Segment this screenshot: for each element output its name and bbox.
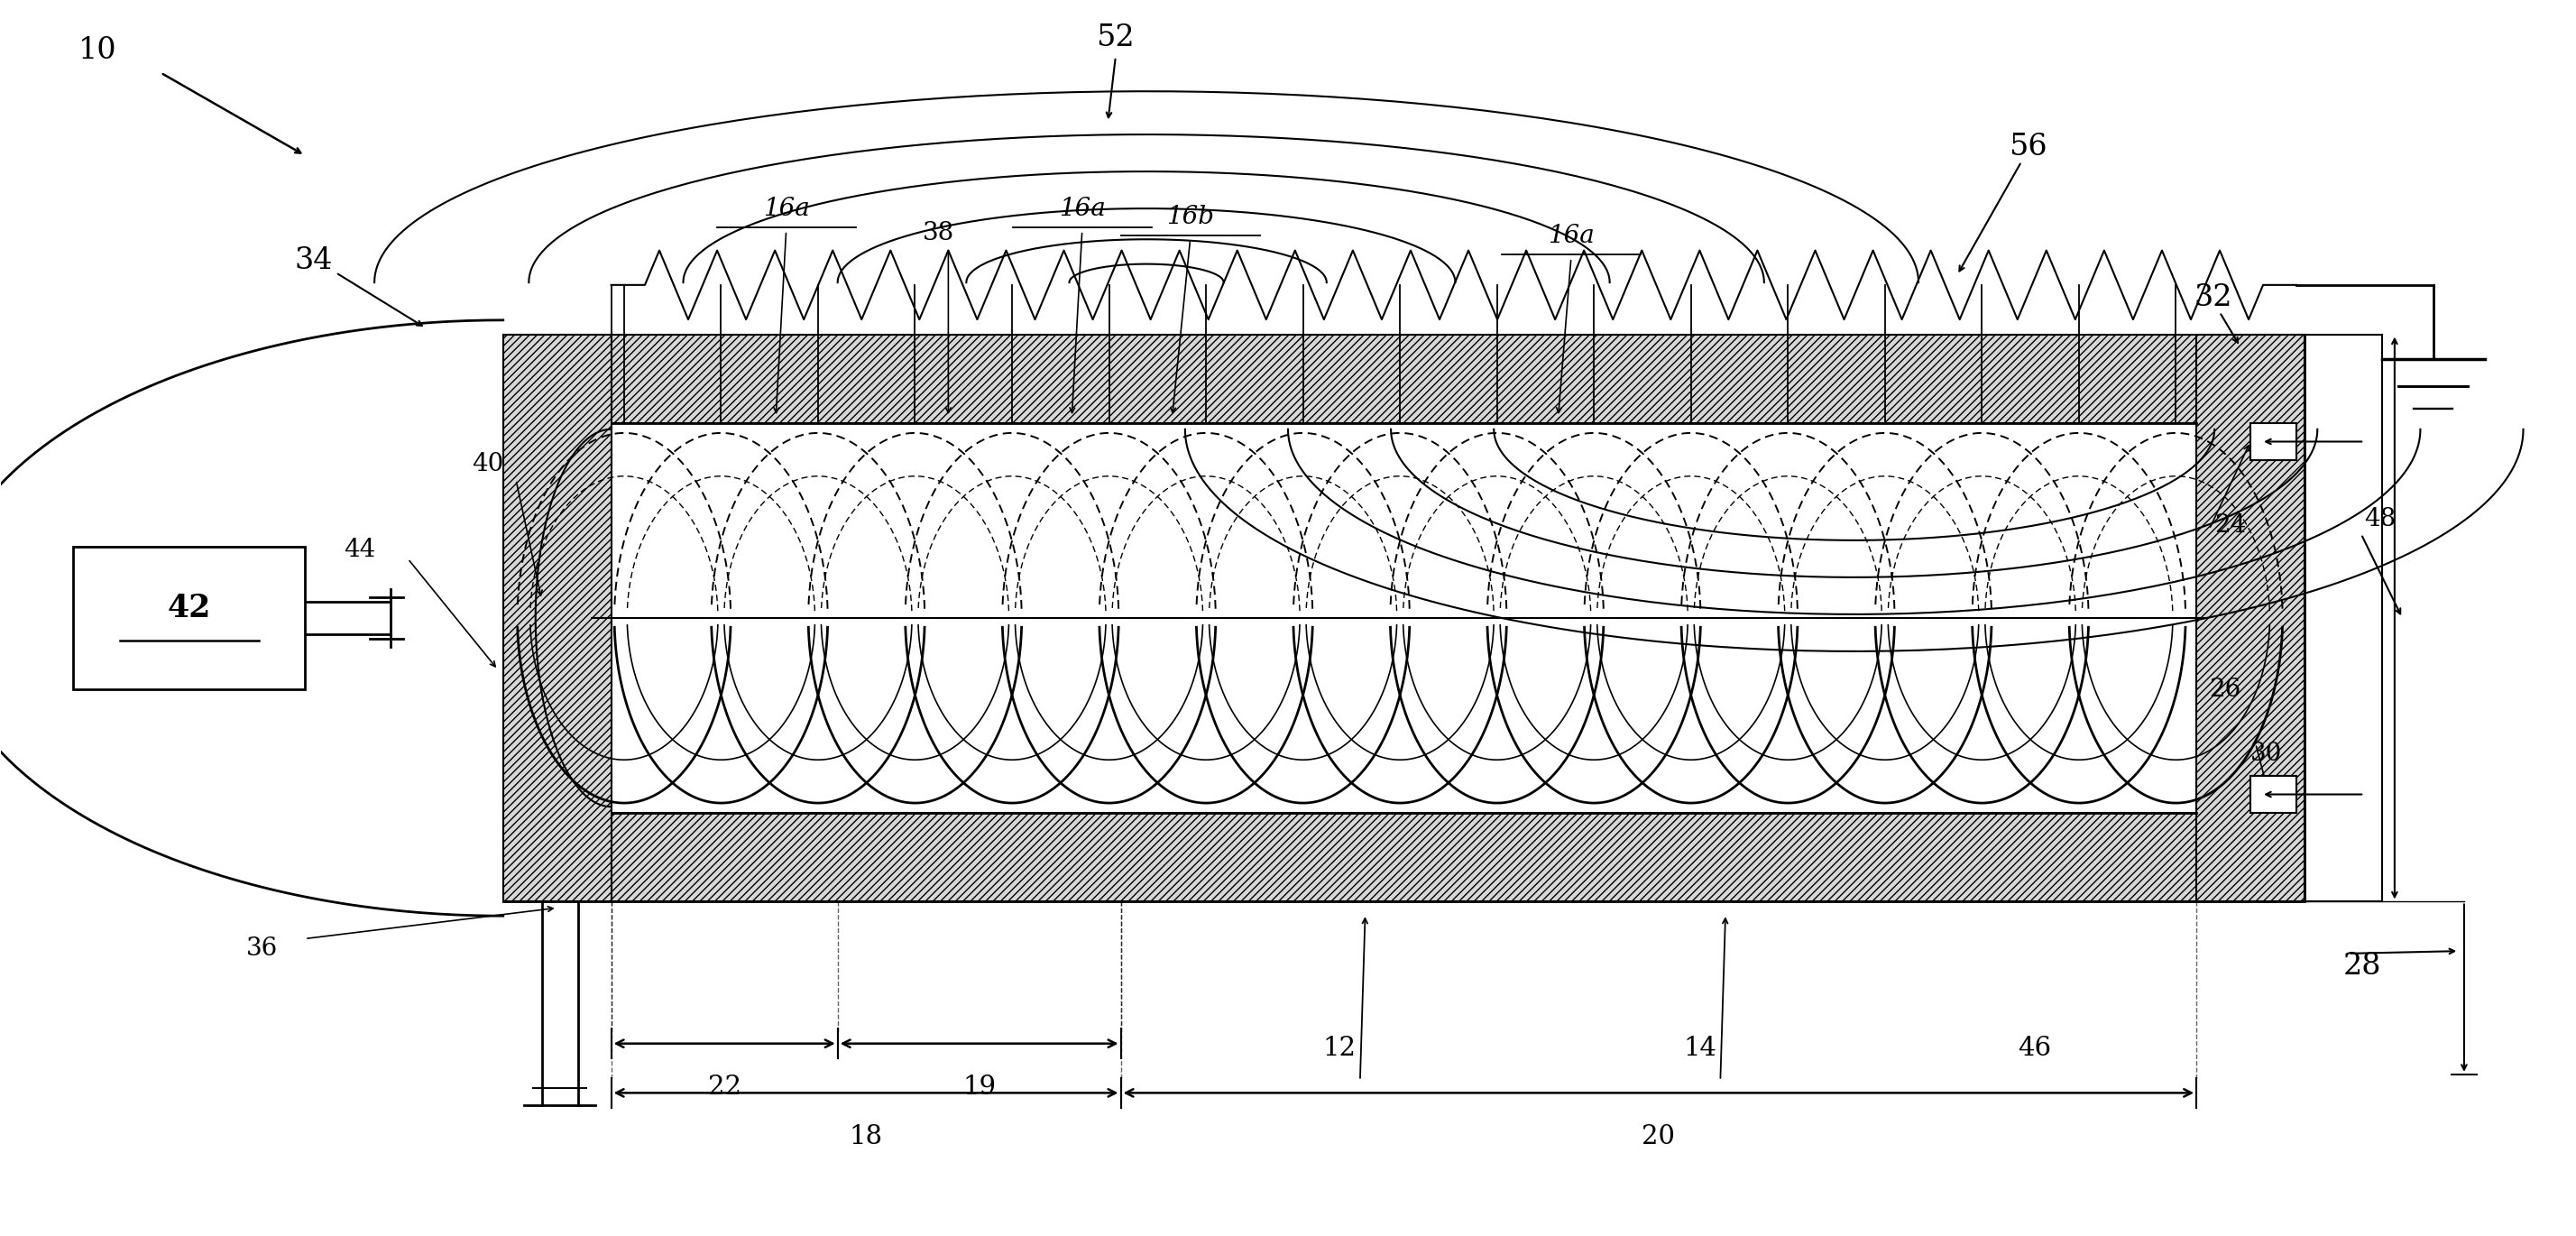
Text: 42: 42 [167, 593, 211, 623]
Bar [72, 548, 304, 688]
Bar [502, 813, 2306, 902]
Text: 24: 24 [2215, 513, 2246, 538]
Text: 16a: 16a [762, 197, 809, 221]
Text: 32: 32 [2195, 283, 2233, 311]
Bar [502, 334, 2306, 423]
Bar [502, 334, 611, 902]
Text: 12: 12 [1324, 1036, 1355, 1062]
Bar [502, 334, 2306, 902]
Text: 56: 56 [2009, 132, 2048, 161]
Bar [2197, 334, 2306, 902]
Text: 40: 40 [471, 451, 505, 476]
Text: 14: 14 [1682, 1036, 1716, 1062]
Text: 28: 28 [2344, 952, 2380, 980]
Text: 20: 20 [1641, 1124, 1674, 1149]
Bar [2251, 423, 2298, 460]
Text: 52: 52 [1097, 23, 1136, 53]
Text: 48: 48 [2365, 507, 2396, 531]
Text: 46: 46 [2017, 1036, 2050, 1062]
Text: 16b: 16b [1167, 205, 1213, 230]
Text: 18: 18 [850, 1124, 884, 1149]
Text: 30: 30 [2251, 742, 2282, 766]
Text: 19: 19 [963, 1074, 997, 1100]
Text: 38: 38 [922, 221, 953, 245]
Bar [2251, 776, 2298, 813]
Text: 26: 26 [2210, 677, 2241, 702]
Text: 10: 10 [77, 36, 116, 66]
Text: 34: 34 [294, 246, 332, 274]
Text: 36: 36 [245, 937, 278, 960]
Text: 44: 44 [343, 538, 376, 562]
Text: 16a: 16a [1548, 224, 1595, 248]
Text: 22: 22 [708, 1074, 742, 1100]
Text: 16a: 16a [1059, 197, 1105, 221]
